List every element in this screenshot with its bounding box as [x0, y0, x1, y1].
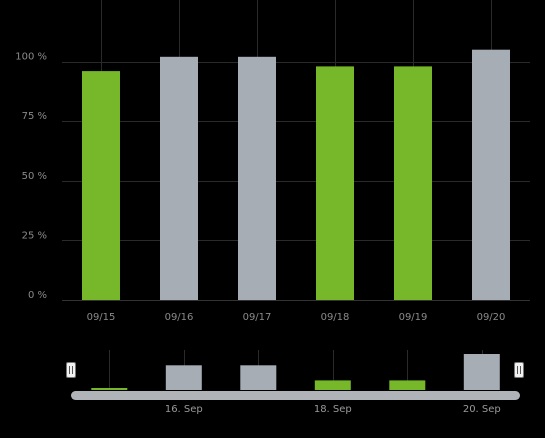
bar-09-18[interactable] — [316, 66, 354, 301]
navigator-date-label: 18. Sep — [314, 404, 352, 415]
navigator-scrollbar — [66, 362, 524, 400]
y-tick-label: 25 % — [22, 230, 47, 241]
navigator-bar — [389, 380, 426, 390]
bar-09-20[interactable] — [472, 49, 510, 301]
x-tick-label: 09/19 — [399, 312, 428, 323]
y-axis-ticks: 0 % 25 % 50 % 75 % 100 % — [15, 52, 47, 301]
x-tick-label: 09/20 — [477, 312, 506, 323]
navigator-date-label: 20. Sep — [463, 404, 501, 415]
navigator-bar — [165, 365, 202, 390]
grid-layer — [62, 0, 530, 301]
x-tick-label: 09/17 — [243, 312, 272, 323]
navigator-scrollbar-track[interactable] — [71, 391, 520, 400]
x-tick-label: 09/18 — [321, 312, 350, 323]
navigator-date-label: 16. Sep — [165, 404, 203, 415]
navigator-series — [91, 350, 500, 390]
bar-09-15[interactable] — [82, 71, 120, 300]
bar-09-19[interactable] — [394, 66, 432, 301]
y-tick-label: 50 % — [22, 171, 47, 182]
bar-09-16[interactable] — [160, 56, 198, 300]
navigator-bar — [91, 388, 128, 390]
navigator-bar — [240, 365, 277, 390]
navigator-bar — [463, 354, 500, 390]
bar-09-17[interactable] — [238, 56, 276, 300]
navigator-bar — [314, 380, 351, 390]
main-chart: 0 %25 %50 %75 %100 % 09/15 09/16 09/17 09/1… — [15, 0, 530, 323]
navigator-handle-left[interactable] — [66, 362, 76, 378]
x-axis-ticks: 09/15 09/16 09/17 09/18 09/19 09/20 — [87, 312, 506, 323]
x-tick-label: 09/16 — [165, 312, 194, 323]
y-tick-label: 75 % — [22, 111, 47, 122]
navigator-handle-right[interactable] — [514, 362, 524, 378]
navigator-labels: 16. Sep 18. Sep 20. Sep — [165, 404, 501, 415]
x-tick-label: 09/15 — [87, 312, 116, 323]
y-tick-label: 100 % — [15, 52, 47, 63]
bars-layer — [82, 49, 510, 301]
y-tick-label: 0 % — [28, 290, 47, 301]
